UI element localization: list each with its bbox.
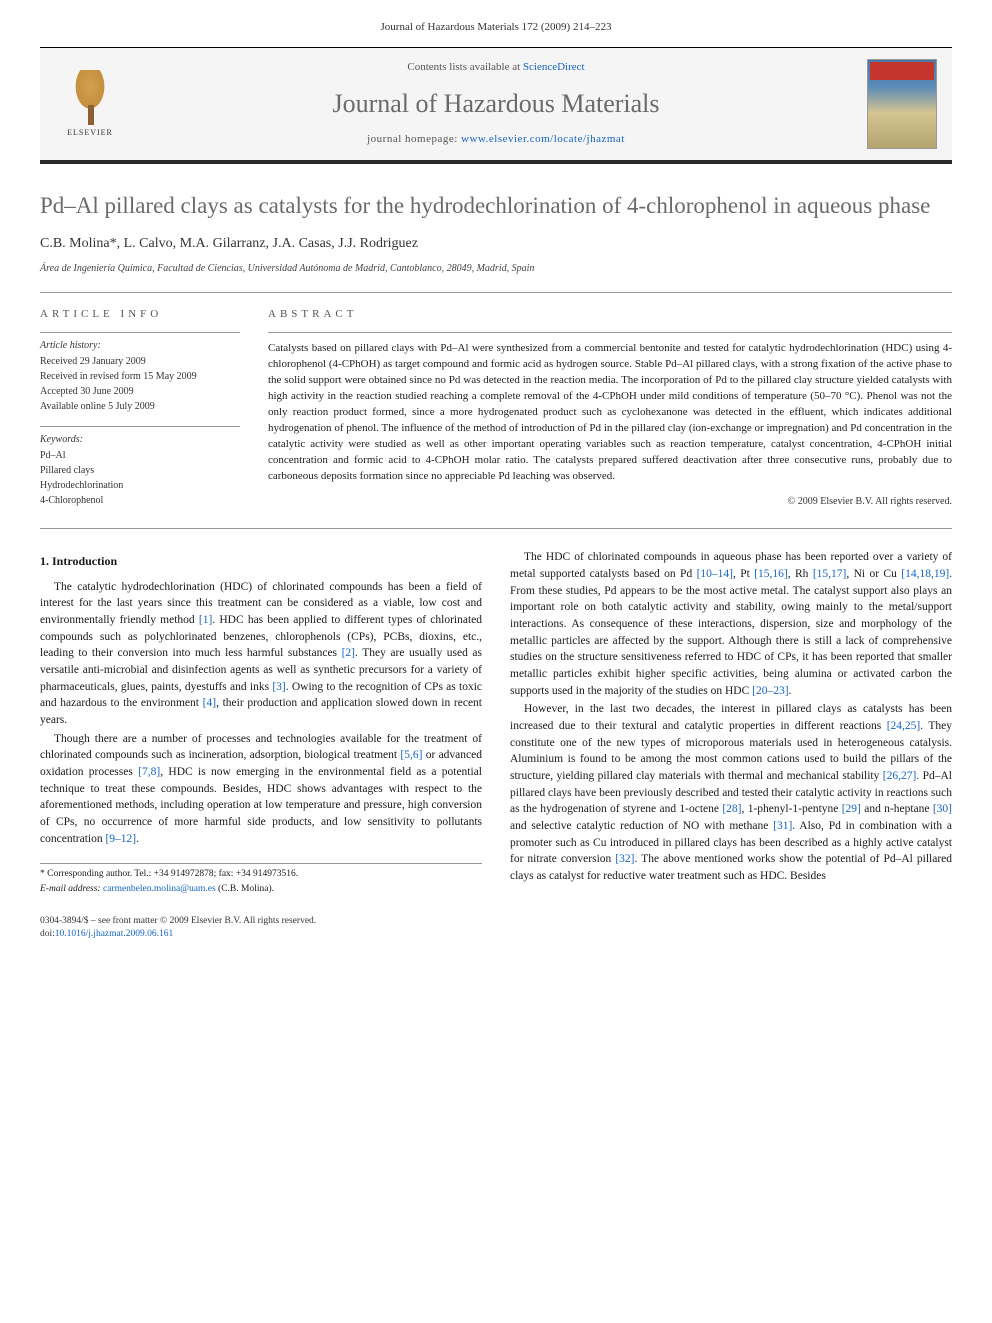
keywords-block: Keywords: Pd–Al Pillared clays Hydrodech… (40, 426, 240, 508)
divider (268, 332, 952, 333)
journal-name: Journal of Hazardous Materials (140, 86, 852, 122)
citation-link[interactable]: [3] (272, 681, 285, 693)
divider (40, 528, 952, 529)
article-history-block: Article history: Received 29 January 200… (40, 332, 240, 414)
citation-link[interactable]: [4] (203, 697, 216, 709)
divider (40, 292, 952, 293)
section-heading-1: 1. Introduction (40, 553, 482, 570)
doi-label: doi: (40, 929, 55, 939)
citation-link[interactable]: [9–12] (105, 833, 136, 845)
citation-link[interactable]: [10–14] (697, 568, 733, 580)
contents-lists-line: Contents lists available at ScienceDirec… (140, 60, 852, 75)
authors-line: C.B. Molina*, L. Calvo, M.A. Gilarranz, … (40, 234, 952, 254)
footnote-block: * Corresponding author. Tel.: +34 914972… (40, 863, 482, 897)
abstract-heading: abstract (268, 307, 952, 322)
corresponding-author: * Corresponding author. Tel.: +34 914972… (40, 868, 482, 882)
email-line: E-mail address: carmenbelen.molina@uam.e… (40, 883, 482, 897)
history-accepted: Accepted 30 June 2009 (40, 385, 240, 399)
history-label: Article history: (40, 339, 240, 353)
history-revised: Received in revised form 15 May 2009 (40, 370, 240, 384)
author-link[interactable]: C.B. Molina*, L. Calvo, M.A. Gilarranz, … (40, 236, 418, 251)
abstract-copyright: © 2009 Elsevier B.V. All rights reserved… (268, 495, 952, 509)
citation-link[interactable]: [14,18,19] (901, 568, 949, 580)
abstract-text: Catalysts based on pillared clays with P… (268, 341, 952, 484)
homepage-line: journal homepage: www.elsevier.com/locat… (140, 132, 852, 147)
paragraph: Though there are a number of processes a… (40, 731, 482, 848)
doi-link[interactable]: 10.1016/j.jhazmat.2009.06.161 (55, 929, 173, 939)
homepage-prefix: journal homepage: (367, 133, 461, 145)
journal-cover-thumbnail (867, 59, 937, 149)
citation-link[interactable]: [7,8] (138, 766, 160, 778)
keyword: 4-Chlorophenol (40, 494, 240, 508)
sciencedirect-link[interactable]: ScienceDirect (523, 61, 585, 73)
paragraph: The HDC of chlorinated compounds in aque… (510, 549, 952, 699)
affiliation: Área de Ingeniería Química, Facultad de … (40, 262, 952, 276)
masthead: ELSEVIER Contents lists available at Sci… (40, 47, 952, 163)
info-abstract-row: article info Article history: Received 2… (40, 307, 952, 520)
issn-copyright-line: 0304-3894/$ – see front matter © 2009 El… (40, 915, 952, 928)
citation-link[interactable]: [15,16] (754, 568, 788, 580)
citation-link[interactable]: [26,27] (883, 770, 917, 782)
publisher-name: ELSEVIER (67, 127, 113, 138)
publisher-logo-cell: ELSEVIER (40, 48, 140, 159)
citation-link[interactable]: [31] (773, 820, 792, 832)
paragraph: However, in the last two decades, the in… (510, 701, 952, 884)
header-citation: Journal of Hazardous Materials 172 (2009… (40, 20, 952, 35)
elsevier-tree-icon (65, 70, 115, 125)
cover-thumb-cell (852, 48, 952, 159)
citation-link[interactable]: [1] (199, 614, 212, 626)
citation-link[interactable]: [5,6] (400, 749, 422, 761)
keyword: Pd–Al (40, 449, 240, 463)
history-received: Received 29 January 2009 (40, 355, 240, 369)
article-info-heading: article info (40, 307, 240, 322)
paragraph: The catalytic hydrodechlorination (HDC) … (40, 579, 482, 729)
doi-line: doi:10.1016/j.jhazmat.2009.06.161 (40, 928, 952, 941)
citation-link[interactable]: [24,25] (887, 720, 921, 732)
citation-link[interactable]: [15,17] (813, 568, 847, 580)
citation-link[interactable]: [32] (615, 853, 634, 865)
keywords-label: Keywords: (40, 433, 240, 447)
elsevier-logo: ELSEVIER (55, 64, 125, 144)
keyword: Pillared clays (40, 464, 240, 478)
homepage-link[interactable]: www.elsevier.com/locate/jhazmat (461, 133, 625, 145)
citation-link[interactable]: [2] (342, 647, 355, 659)
citation-link[interactable]: [28] (722, 803, 741, 815)
citation-link[interactable]: [20–23] (752, 685, 788, 697)
email-suffix: (C.B. Molina). (216, 884, 274, 894)
citation-link[interactable]: [30] (933, 803, 952, 815)
abstract-column: abstract Catalysts based on pillared cla… (268, 307, 952, 520)
footer-meta: 0304-3894/$ – see front matter © 2009 El… (40, 915, 952, 942)
email-label: E-mail address: (40, 884, 103, 894)
contents-prefix: Contents lists available at (407, 61, 522, 73)
body-text: 1. Introduction The catalytic hydrodechl… (40, 549, 952, 897)
email-link[interactable]: carmenbelen.molina@uam.es (103, 884, 216, 894)
article-title: Pd–Al pillared clays as catalysts for th… (40, 192, 952, 221)
masthead-center: Contents lists available at ScienceDirec… (140, 48, 852, 159)
article-info-column: article info Article history: Received 2… (40, 307, 240, 520)
keyword: Hydrodechlorination (40, 479, 240, 493)
history-online: Available online 5 July 2009 (40, 400, 240, 414)
citation-link[interactable]: [29] (842, 803, 861, 815)
